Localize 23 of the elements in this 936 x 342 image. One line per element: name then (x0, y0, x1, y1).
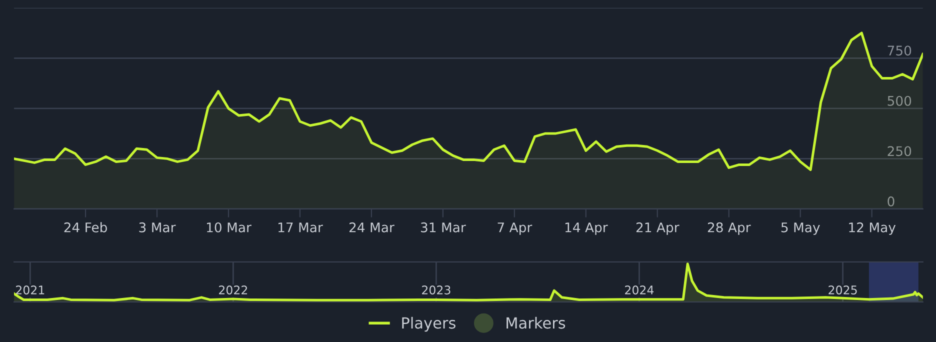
x-tick-label: 7 Apr (498, 222, 532, 235)
y-tick-label: 500 (888, 96, 912, 106)
x-tick-label: 10 Mar (207, 222, 252, 232)
x-tick-label: 12 May (849, 222, 896, 235)
y-tick-label: 750 (888, 46, 912, 56)
legend-label: Markers (506, 316, 566, 329)
x-tick-label: 2024 (625, 286, 654, 294)
x-tick-label: 2021 (16, 286, 44, 294)
x-tick-label: 28 Apr (708, 222, 751, 235)
x-tick-label: 31 Mar (421, 222, 466, 232)
x-tick-label: 2023 (422, 286, 450, 294)
x-tick-label: 5 May (781, 222, 820, 235)
legend-label: Players (402, 316, 456, 332)
x-tick-label: 3 Mar (139, 222, 176, 232)
x-tick-label: 24 Mar (349, 222, 394, 232)
x-tick-label: 14 Apr (565, 222, 608, 235)
x-tick-label: 17 Mar (278, 222, 323, 232)
x-tick-label: 21 Apr (636, 222, 680, 235)
x-tick-label: 24 Feb (64, 222, 107, 232)
x-tick-label: 2022 (219, 286, 248, 294)
y-tick-label: 0 (888, 196, 894, 206)
x-tick-label: 2025 (828, 286, 857, 294)
y-tick-label: 250 (888, 146, 912, 156)
